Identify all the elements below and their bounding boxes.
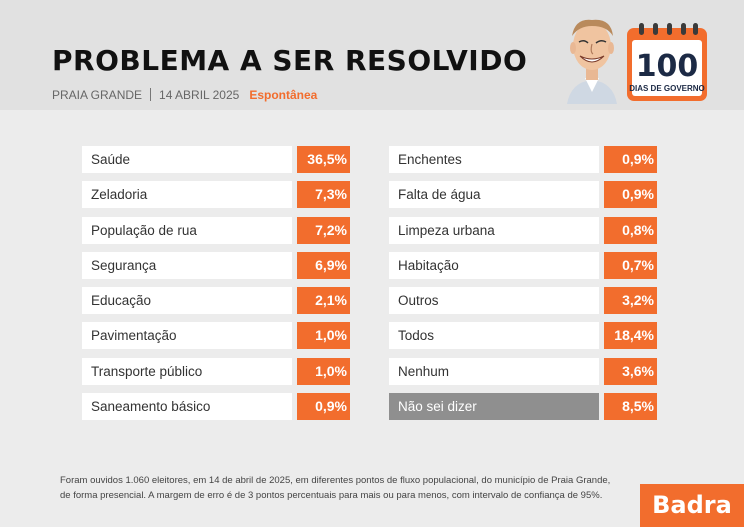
- row-value: 1,0%: [297, 322, 350, 350]
- page-title: PROBLEMA A SER RESOLVIDO: [52, 44, 528, 77]
- calendar-icon: 100 DIAS DE GOVERNO: [627, 23, 707, 101]
- row-label: Segurança: [82, 251, 292, 279]
- row-label: Saneamento básico: [82, 393, 292, 421]
- table-row: Falta de água 0,9%: [389, 181, 657, 209]
- subtitle: PRAIA GRANDE 14 ABRIL 2025 Espontânea: [52, 88, 317, 102]
- table-row: Saúde 36,5%: [82, 146, 350, 173]
- row-value: 1,0%: [297, 357, 350, 385]
- table-row: Nenhum 3,6%: [389, 357, 657, 385]
- table-row: Zeladoria 7,3%: [82, 181, 350, 209]
- table-row: Enchentes 0,9%: [389, 146, 657, 173]
- row-value: 0,9%: [297, 393, 350, 421]
- row-value: 0,8%: [604, 216, 657, 244]
- row-label: Transporte público: [82, 357, 292, 385]
- table-row: Não sei dizer 8,5%: [389, 393, 657, 421]
- table-row: Limpeza urbana 0,8%: [389, 216, 657, 244]
- survey-type-label: Espontânea: [249, 88, 318, 102]
- row-value: 6,9%: [297, 251, 350, 279]
- date-label: 14 ABRIL 2025: [159, 88, 240, 102]
- row-label: Educação: [82, 287, 292, 315]
- row-label: Não sei dizer: [389, 393, 599, 421]
- row-label: Outros: [389, 287, 599, 315]
- methodology-note: Foram ouvidos 1.060 eleitores, em 14 de …: [60, 473, 620, 503]
- table-row: Todos 18,4%: [389, 322, 657, 350]
- mayor-caricature-icon: [567, 19, 617, 104]
- row-label: Zeladoria: [82, 181, 292, 209]
- row-label: Enchentes: [389, 146, 599, 173]
- table-row: Habitação 0,7%: [389, 251, 657, 279]
- row-label: Todos: [389, 322, 599, 350]
- table-row: Transporte público 1,0%: [82, 357, 350, 385]
- table-row: População de rua 7,2%: [82, 216, 350, 244]
- row-value: 8,5%: [604, 393, 657, 421]
- badge-caption: DIAS DE GOVERNO: [629, 84, 705, 93]
- table-row: Pavimentação 1,0%: [82, 322, 350, 350]
- row-value: 7,3%: [297, 181, 350, 209]
- row-value: 18,4%: [604, 322, 657, 350]
- row-value: 3,6%: [604, 357, 657, 385]
- brand-logo: Badra: [640, 484, 744, 527]
- table-row: Segurança 6,9%: [82, 251, 350, 279]
- row-label: Falta de água: [389, 181, 599, 209]
- table-row: Educação 2,1%: [82, 287, 350, 315]
- row-value: 2,1%: [297, 287, 350, 315]
- row-label: Nenhum: [389, 357, 599, 385]
- row-value: 3,2%: [604, 287, 657, 315]
- row-label: População de rua: [82, 216, 292, 244]
- row-label: Saúde: [82, 146, 292, 173]
- footnote-line: de forma presencial. A margem de erro é …: [60, 490, 603, 501]
- right-list: Enchentes 0,9% Falta de água 0,9% Limpeza ur…: [389, 146, 657, 428]
- row-value: 7,2%: [297, 216, 350, 244]
- row-label: Habitação: [389, 251, 599, 279]
- table-row: Saneamento básico 0,9%: [82, 393, 350, 421]
- row-label: Limpeza urbana: [389, 216, 599, 244]
- city-label: PRAIA GRANDE: [52, 88, 143, 102]
- left-list: Saúde 36,5% Zeladoria 7,3% População de rua 7…: [82, 146, 350, 428]
- header: PROBLEMA A SER RESOLVIDO PRAIA GRANDE 14 …: [0, 0, 744, 110]
- footnote-line: Foram ouvidos 1.060 eleitores, em 14 de …: [60, 475, 611, 486]
- row-value: 36,5%: [297, 146, 350, 173]
- row-value: 0,7%: [604, 251, 657, 279]
- divider: [150, 88, 152, 101]
- row-value: 0,9%: [604, 146, 657, 173]
- row-value: 0,9%: [604, 181, 657, 209]
- badge-number: 100: [636, 49, 699, 84]
- table-row: Outros 3,2%: [389, 287, 657, 315]
- row-label: Pavimentação: [82, 322, 292, 350]
